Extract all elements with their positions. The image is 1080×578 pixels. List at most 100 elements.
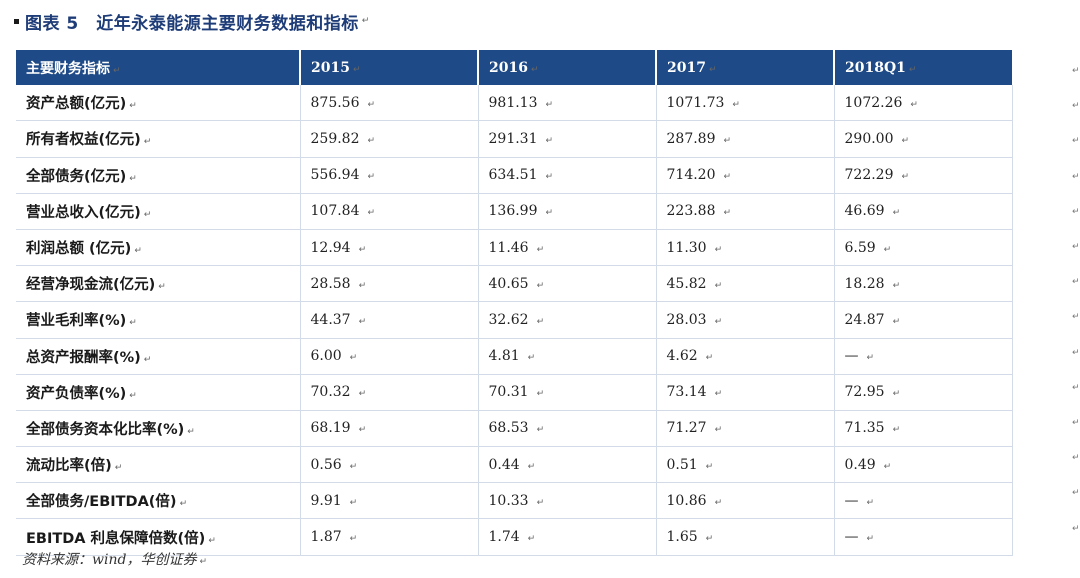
value-text: 1072.26 [844, 94, 903, 111]
paragraph-mark-icon: ↵ [208, 535, 216, 546]
paragraph-mark-icon: ↵ [129, 390, 137, 401]
header-label: 主要财务指标 [26, 60, 110, 77]
value-text: — [844, 492, 859, 509]
value-text: 73.14 [666, 384, 707, 401]
row-end-mark-icon: ↵ [1072, 277, 1080, 288]
row-end-mark-icon: ↵ [1072, 453, 1080, 464]
value-cell: 6.00 ↵ [300, 338, 479, 375]
value-cell: 18.28 ↵ [834, 265, 1013, 303]
value-cell: 10.86 ↵ [656, 482, 835, 520]
paragraph-mark-icon: ↵ [705, 461, 714, 472]
value-text: 45.82 [666, 275, 707, 292]
paragraph-mark-icon: ↵ [349, 353, 358, 364]
value-text: 10.33 [488, 492, 529, 509]
header-cell-2016: 2016 ↵ [478, 50, 657, 86]
paragraph-mark-icon: ↵ [367, 135, 376, 146]
value-text: 68.53 [488, 420, 529, 437]
paragraph-mark-icon: ↵ [732, 99, 740, 110]
value-text: — [844, 348, 859, 365]
value-cell: 259.82 ↵ [300, 120, 479, 158]
paragraph-mark-icon: ↵ [714, 280, 723, 291]
paragraph-mark-icon: ↵ [714, 316, 723, 327]
value-text: 68.19 [310, 420, 351, 437]
value-cell: 4.62 ↵ [656, 338, 835, 375]
value-text: 981.13 [488, 94, 538, 111]
paragraph-mark-icon: ↵ [187, 426, 195, 437]
paragraph-mark-icon: ↵ [723, 208, 732, 219]
value-cell: 40.65 ↵ [478, 265, 657, 303]
paragraph-mark-icon: ↵ [129, 101, 137, 112]
value-text: 714.20 [666, 167, 716, 184]
value-cell: 72.95 ↵ [834, 374, 1013, 411]
value-text: 223.88 [666, 203, 716, 220]
value-cell: — ↵ [834, 338, 1013, 375]
paragraph-mark-icon: ↵ [352, 64, 361, 75]
table-row: 利润总额 (亿元) ↵ 12.94 ↵ 11.46 ↵ 11.30 ↵ 6.59 ↵ [16, 229, 1013, 267]
row-end-mark-icon: ↵ [1072, 418, 1080, 428]
row-label-text: 流动比率(倍) [26, 458, 112, 475]
value-cell: 0.44 ↵ [478, 446, 657, 484]
value-text: 1.87 [310, 529, 342, 546]
paragraph-mark-icon: ↵ [129, 318, 137, 329]
value-cell: 291.31 ↵ [478, 120, 657, 158]
value-text: 24.87 [844, 311, 885, 328]
paragraph-mark-icon: ↵ [358, 316, 367, 327]
row-label: 所有者权益(亿元) ↵ [16, 120, 301, 158]
row-label-text: 经营净现金流(亿元) [26, 277, 156, 294]
row-label: 流动比率(倍) ↵ [16, 446, 301, 484]
paragraph-mark-icon: ↵ [545, 172, 554, 183]
paragraph-mark-icon: ↵ [527, 534, 536, 545]
value-cell: 290.00 ↵ [834, 120, 1013, 158]
row-end-mark-icon: ↵ [1072, 206, 1080, 217]
source-text: 资料来源：wind，华创证券 [22, 552, 197, 568]
value-cell: 4.81 ↵ [478, 338, 657, 375]
value-cell: 71.27 ↵ [656, 410, 835, 448]
value-text: 259.82 [310, 130, 360, 147]
source-note: 资料来源：wind，华创证券 ↵ [22, 549, 207, 569]
table-header-row: 主要财务指标 ↵ 2015 ↵ 2016 ↵ 2017 ↵ 2018Q1 ↵ [16, 50, 1012, 86]
value-text: 28.58 [310, 275, 351, 292]
value-text: 1.74 [488, 529, 520, 546]
value-cell: 12.94 ↵ [300, 229, 479, 267]
value-text: — [844, 529, 859, 546]
paragraph-mark-icon: ↵ [367, 208, 376, 219]
paragraph-mark-icon: ↵ [536, 244, 545, 255]
paragraph-mark-icon: ↵ [113, 65, 121, 76]
paragraph-mark-icon: ↵ [545, 208, 554, 219]
value-cell: 1.65 ↵ [656, 518, 835, 556]
paragraph-mark-icon: ↵ [866, 353, 875, 364]
value-text: 1071.73 [666, 94, 725, 111]
paragraph-mark-icon: ↵ [545, 135, 554, 146]
paragraph-mark-icon: ↵ [705, 353, 714, 364]
paragraph-mark-icon: ↵ [179, 499, 188, 510]
paragraph-mark-icon: ↵ [530, 64, 539, 75]
value-cell: 10.33 ↵ [478, 482, 657, 520]
financial-table: 主要财务指标 ↵ 2015 ↵ 2016 ↵ 2017 ↵ 2018Q1 ↵ 资产总额(亿… [16, 50, 1013, 556]
figure-title-text: 图表 5 近年永泰能源主要财务数据和指标 [25, 13, 359, 34]
value-cell: 634.51 ↵ [478, 157, 657, 194]
table-row: 全部债务资本化比率(%) ↵ 68.19 ↵ 68.53 ↵ 71.27 ↵ 71.35 ↵ [16, 410, 1013, 448]
table-row: 总资产报酬率(%) ↵ 6.00 ↵ 4.81 ↵ 4.62 ↵ — ↵ [16, 338, 1013, 375]
paragraph-mark-icon: ↵ [158, 282, 166, 293]
value-text: 0.51 [666, 456, 698, 473]
value-cell: 44.37 ↵ [300, 301, 479, 339]
value-cell: 73.14 ↵ [656, 374, 835, 411]
paragraph-mark-icon: ↵ [349, 497, 358, 508]
row-end-mark-icon: ↵ [1072, 523, 1080, 534]
paragraph-mark-icon: ↵ [723, 172, 732, 183]
paragraph-mark-icon: ↵ [536, 497, 545, 508]
row-end-mark-icon: ↵ [1072, 101, 1080, 112]
header-cell-2017: 2017 ↵ [656, 50, 835, 86]
row-end-mark-icon: ↵ [1072, 488, 1080, 499]
value-cell: 722.29 ↵ [834, 157, 1013, 194]
value-cell: 136.99 ↵ [478, 193, 657, 230]
paragraph-mark-icon: ↵ [367, 99, 376, 110]
header-cell-indicator: 主要财务指标 ↵ [16, 50, 301, 86]
row-label-text: 全部债务/EBITDA(倍) [26, 494, 177, 511]
paragraph-mark-icon: ↵ [908, 64, 917, 75]
table-row: 营业总收入(亿元) ↵ 107.84 ↵ 136.99 ↵ 223.88 ↵ 46.69 ↵ [16, 193, 1013, 230]
row-label-text: 全部债务资本化比率(%) [26, 421, 185, 438]
paragraph-mark-icon: ↵ [143, 137, 152, 148]
paragraph-mark-icon: ↵ [901, 135, 910, 146]
paragraph-mark-icon: ↵ [367, 172, 376, 183]
